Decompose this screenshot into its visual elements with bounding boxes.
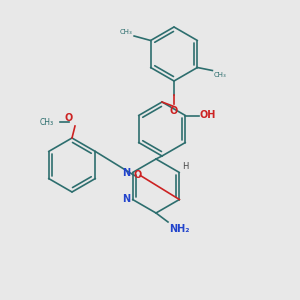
Text: O: O xyxy=(65,113,73,123)
Text: NH₂: NH₂ xyxy=(169,224,190,233)
Text: CH₃: CH₃ xyxy=(40,118,54,127)
Text: O: O xyxy=(133,170,142,181)
Text: CH₃: CH₃ xyxy=(214,72,226,78)
Text: N: N xyxy=(122,194,130,205)
Text: N: N xyxy=(122,167,130,178)
Text: O: O xyxy=(170,106,178,116)
Text: OH: OH xyxy=(200,110,216,121)
Text: CH₃: CH₃ xyxy=(120,28,133,34)
Text: H: H xyxy=(182,162,188,171)
